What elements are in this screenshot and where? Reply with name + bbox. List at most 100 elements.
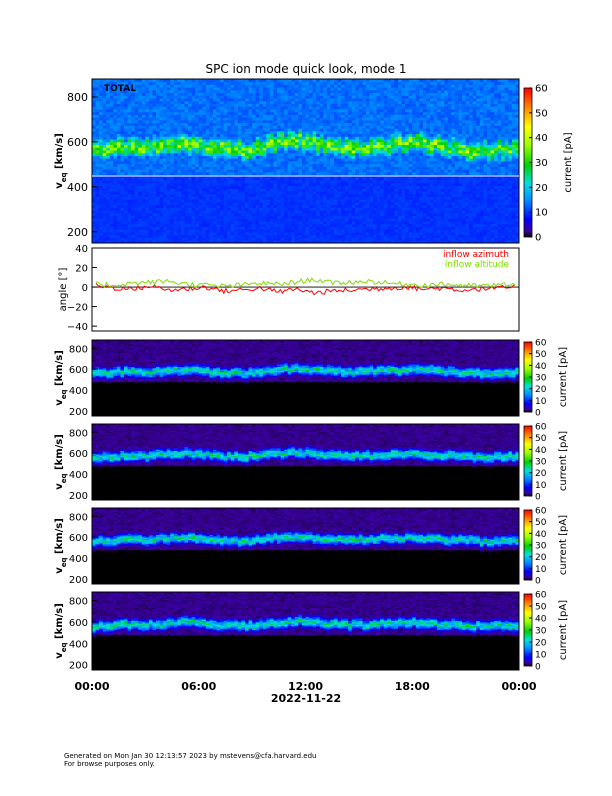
spectrogram-cell <box>298 226 303 230</box>
spectrogram-cell <box>116 210 121 214</box>
spectrogram-cell <box>173 191 178 195</box>
spectrogram-cell <box>212 120 217 124</box>
spectrogram-cell <box>348 98 353 102</box>
spectrogram-cell <box>141 163 146 167</box>
spectrogram-cell <box>209 229 214 233</box>
spectrogram-cell <box>113 98 118 102</box>
spectrogram-cell <box>294 139 299 143</box>
spectrogram-cells <box>92 79 520 244</box>
spectrogram-cell <box>319 240 324 244</box>
spectrogram-cell <box>138 128 143 132</box>
spectrogram-cell <box>106 166 111 170</box>
spectrogram-cell <box>348 199 353 203</box>
spectrogram-cell <box>131 240 136 244</box>
spectrogram-cell <box>301 185 306 189</box>
spectrogram-cell <box>255 223 260 227</box>
spectrogram-cell <box>148 87 153 91</box>
spectrogram-cell <box>273 106 278 110</box>
spectrogram-cell <box>106 95 111 99</box>
spectrogram-cell <box>198 95 203 99</box>
spectrogram-cell <box>277 152 281 156</box>
spectrogram-cell <box>259 163 264 167</box>
spectrogram-cell <box>177 180 182 184</box>
spectrogram-cell <box>262 128 267 132</box>
spectrogram-cell <box>245 147 249 151</box>
spectrogram-cell <box>330 141 335 145</box>
spectrogram-cell <box>241 100 246 104</box>
spectrogram-cell <box>106 109 111 113</box>
spectrogram-cell <box>291 229 296 233</box>
spectrogram-cell <box>237 109 242 113</box>
spectrogram-cell <box>177 111 182 115</box>
spectrogram-cell <box>148 120 153 124</box>
spectrogram-cell <box>376 130 381 135</box>
spectrogram-cell <box>156 84 161 88</box>
spectrogram-cell <box>134 163 139 167</box>
spectrogram-cell <box>116 215 121 219</box>
spectrogram-cell <box>198 158 203 162</box>
spectrogram-cell <box>362 81 367 85</box>
spectrogram-cell <box>291 232 296 236</box>
spectrogram-cell <box>134 103 139 107</box>
spectrogram-cell <box>355 204 360 208</box>
spectrogram-cell <box>284 136 289 140</box>
spectrogram-cell <box>173 240 178 244</box>
spectrogram-cell <box>188 139 193 143</box>
spectrogram-cell <box>106 193 111 197</box>
spectrogram-cell <box>255 240 260 244</box>
spectrogram-cell <box>191 182 196 186</box>
spectrogram-cell <box>106 139 111 143</box>
spectrogram-cell <box>273 158 278 162</box>
spectrogram-cell <box>99 92 104 96</box>
spectrogram-cell <box>287 114 292 118</box>
spectrogram-cell <box>280 89 285 94</box>
spectrogram-cell <box>170 79 175 83</box>
spectrogram-cell <box>202 79 207 83</box>
spectrogram-cell <box>191 152 196 156</box>
spectrogram-cell <box>319 144 324 148</box>
spectrogram-cell <box>376 210 381 214</box>
spectrogram-cell <box>309 122 314 126</box>
spectrogram-cell <box>373 87 378 91</box>
spectrogram-cell <box>220 150 225 154</box>
spectrogram-cell <box>230 133 235 137</box>
spectrogram-cell <box>309 210 314 214</box>
spectrogram-cell <box>227 109 232 113</box>
spectrogram-cell <box>369 144 374 148</box>
spectrogram-cell <box>365 215 370 219</box>
spectrogram-cell <box>230 89 235 94</box>
spectrogram-cell <box>298 158 303 162</box>
spectrogram-cell <box>262 204 267 208</box>
spectrogram-cell <box>145 188 150 192</box>
spectrogram-cell <box>316 95 321 99</box>
spectrogram-cell <box>277 202 281 206</box>
spectrogram-cell <box>106 215 111 219</box>
spectrogram-cell <box>259 122 264 126</box>
spectrogram-cell <box>127 79 132 83</box>
spectrogram-cell <box>241 196 246 200</box>
spectrogram-cell <box>237 130 242 135</box>
spectrogram-cell <box>227 81 232 85</box>
spectrogram-cell <box>348 177 353 181</box>
spectrogram-cell <box>131 120 136 124</box>
spectrogram-cell <box>358 106 363 110</box>
spectrogram-cell <box>373 237 378 241</box>
spectrogram-cell <box>252 196 257 200</box>
spectrogram-cell <box>365 223 370 227</box>
spectrogram-cell <box>341 150 346 154</box>
spectrogram-cell <box>202 232 207 236</box>
spectrogram-cell <box>99 103 104 107</box>
spectrogram-cell <box>362 144 367 148</box>
spectrogram-cell <box>106 204 111 208</box>
spectrogram-cell <box>102 204 107 208</box>
spectrogram-cell <box>177 81 182 85</box>
spectrogram-cell <box>152 188 157 192</box>
spectrogram-cell <box>312 223 317 227</box>
spectrogram-cell <box>277 215 281 219</box>
spectrogram-cell <box>284 117 289 121</box>
spectrogram-cell <box>319 114 324 118</box>
spectrogram-cell <box>134 155 139 159</box>
spectrogram-cell <box>227 210 232 214</box>
spectrogram-cell <box>152 150 157 154</box>
spectrogram-cell <box>358 223 363 227</box>
